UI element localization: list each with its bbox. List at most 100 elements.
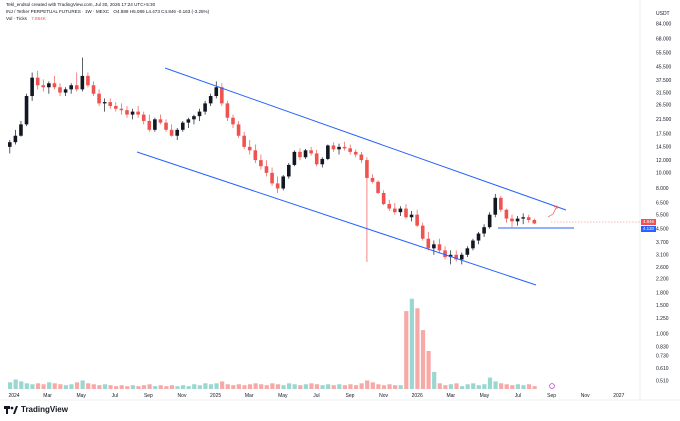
volume-bar	[348, 384, 353, 389]
candle-body	[247, 146, 252, 151]
volume-bar	[192, 384, 197, 389]
volume-bar	[186, 386, 191, 389]
candle-body	[353, 151, 358, 155]
candle-body	[287, 164, 291, 177]
candle-body	[180, 122, 185, 130]
price-axis-unit: USDT	[656, 11, 670, 17]
current-price-tag: 4.846	[641, 219, 656, 225]
price-tick-label: 10.000	[656, 171, 672, 177]
volume-bar	[404, 311, 409, 389]
candle-body	[504, 209, 509, 219]
candle-body	[381, 192, 386, 205]
price-tick-label: 3.100	[656, 252, 669, 258]
candle-body	[515, 218, 520, 222]
price-tick-label: 4.500	[656, 226, 669, 232]
candle-body	[141, 114, 146, 121]
price-tick-label: 1.800	[656, 290, 669, 296]
volume-bar	[448, 384, 454, 389]
candle-body	[69, 85, 73, 90]
volume-bar	[370, 382, 375, 389]
volume-bar	[526, 384, 532, 389]
volume-bar	[203, 383, 208, 389]
candle-body	[376, 181, 380, 193]
volume-bar	[309, 383, 314, 389]
price-tick-label: 1.000	[656, 332, 669, 338]
time-tick-label: Mar	[43, 393, 52, 399]
candle-body	[192, 116, 196, 120]
volume-bar	[169, 385, 175, 389]
candle-body	[320, 158, 325, 165]
price-tick-label: 12.000	[656, 158, 672, 164]
volume-bar	[58, 384, 63, 389]
candle-body	[169, 129, 174, 136]
candle-body	[114, 106, 118, 109]
symbol-title[interactable]: INJ / Tether PERPETUAL FUTURES · 1W · ME…	[6, 9, 110, 14]
volume-bar	[259, 384, 264, 389]
candle-body	[482, 227, 486, 234]
volume-bar	[275, 384, 281, 389]
volume-bar	[314, 384, 320, 389]
candle-body	[63, 89, 68, 93]
candle-body	[130, 111, 135, 115]
volume-bar	[381, 385, 387, 389]
time-tick-label: 2026	[412, 393, 423, 399]
price-tick-label: 0.610	[656, 366, 669, 372]
volume-bar	[242, 385, 247, 389]
price-tick-label: 84.000	[656, 22, 672, 28]
candle-body	[471, 240, 475, 249]
price-tick-label: 14.500	[656, 145, 672, 151]
volume-bar	[153, 386, 158, 389]
time-tick-label: May	[480, 393, 490, 399]
volume-bar	[108, 385, 113, 389]
price-tick-label: 45.500	[656, 65, 672, 71]
candle-body	[214, 87, 219, 97]
channel-upper-line	[164, 67, 567, 211]
volume-bar	[220, 381, 225, 389]
candle-body	[342, 146, 347, 149]
candle-body	[270, 172, 274, 184]
candle-body	[398, 208, 403, 213]
volume-bar	[504, 384, 509, 389]
candle-body	[136, 111, 140, 115]
candle-body	[437, 244, 442, 251]
price-tick-label: 0.830	[656, 345, 669, 351]
price-tick-label: 17.500	[656, 131, 672, 137]
tradingview-brand: TradingView	[4, 405, 68, 414]
candle-body	[443, 250, 447, 258]
candle-body	[331, 145, 336, 150]
time-tick-label: Jul	[112, 393, 118, 399]
candle-body	[102, 102, 107, 104]
volume-bar	[426, 351, 431, 389]
time-tick-label: Sep	[144, 393, 153, 399]
volume-bar	[236, 384, 241, 389]
volume-bar	[247, 384, 253, 389]
candle-body	[521, 217, 525, 219]
candle-body	[459, 254, 464, 260]
volume-bar	[41, 384, 46, 389]
candle-body	[348, 148, 352, 152]
price-tick-label: 26.500	[656, 102, 672, 108]
volume-bar	[521, 385, 526, 389]
volume-bar	[487, 377, 493, 389]
alert-marker-icon	[549, 383, 555, 389]
volume-bar	[398, 385, 403, 389]
candle-body	[275, 183, 280, 189]
candle-body	[220, 87, 224, 104]
candle-body	[35, 77, 40, 86]
volume-bar	[63, 385, 68, 389]
volume-bar	[214, 383, 219, 389]
candle-body	[108, 102, 113, 107]
candle-body	[86, 75, 90, 86]
candle-body	[231, 117, 235, 125]
candle-body	[487, 214, 492, 228]
candle-body	[393, 208, 397, 213]
candle-body	[415, 214, 419, 226]
projection-arrowhead	[553, 205, 558, 209]
candle-body	[370, 177, 375, 182]
price-tick-label: 2.200	[656, 276, 669, 282]
time-tick-label: 2024	[8, 393, 19, 399]
price-tick-label: 1.500	[656, 303, 669, 309]
candle-body	[91, 85, 96, 94]
volume-bar	[465, 384, 470, 389]
